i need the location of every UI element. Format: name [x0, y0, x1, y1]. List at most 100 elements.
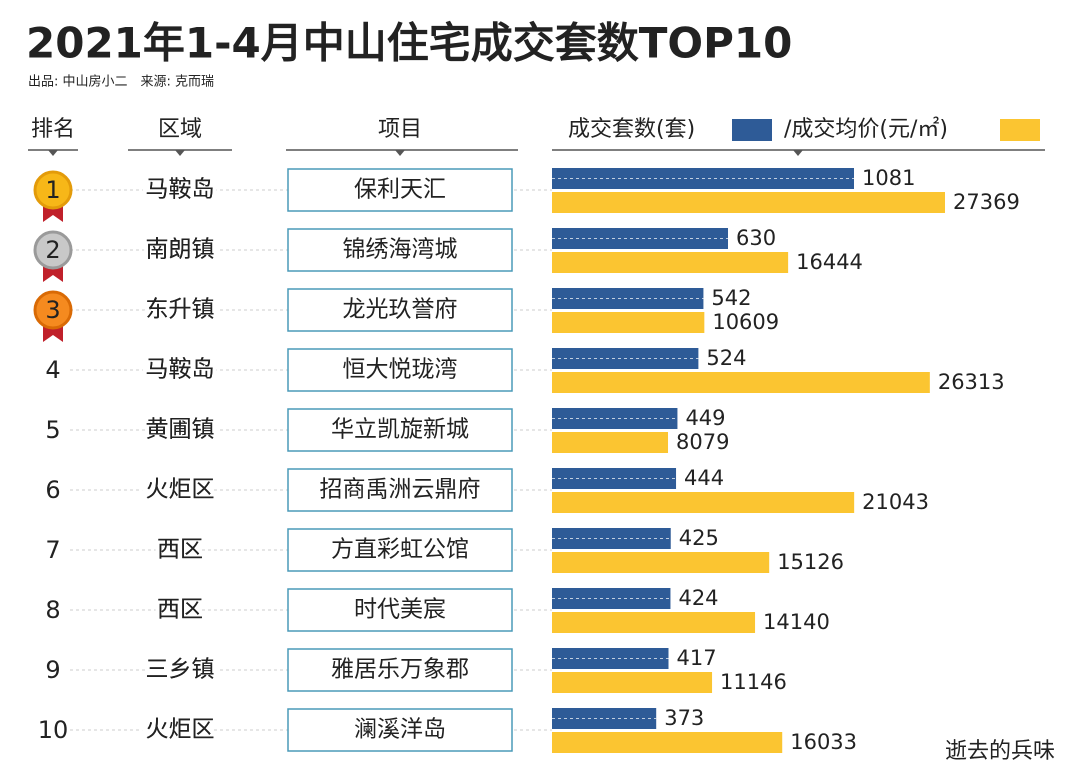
- bar: [552, 312, 705, 333]
- district: 马鞍岛: [146, 357, 215, 383]
- value-label: 424: [678, 586, 718, 610]
- column-header: 区域: [158, 117, 202, 142]
- project-box: [287, 168, 513, 212]
- medal: [33, 230, 73, 270]
- rank: 3: [45, 296, 60, 324]
- rank: 1: [45, 176, 60, 204]
- district: 东升镇: [146, 297, 215, 323]
- value-label: 14140: [763, 610, 830, 634]
- value-label: 417: [676, 646, 716, 670]
- value-label: 16033: [790, 730, 857, 754]
- legend-swatch: [732, 119, 772, 141]
- value-label: 11146: [720, 670, 787, 694]
- project-box: [287, 648, 513, 692]
- project: 龙光玖誉府: [343, 297, 458, 323]
- district: 南朗镇: [146, 237, 215, 263]
- project-box: [287, 288, 513, 332]
- project-box: [287, 468, 513, 512]
- chart-title: 2021年1-4月中山住宅成交套数TOP10: [26, 19, 792, 68]
- value-label: 21043: [862, 490, 929, 514]
- header-pointers: [48, 150, 803, 156]
- bar: [552, 372, 930, 393]
- project-box: [287, 228, 513, 272]
- project-box: [287, 528, 513, 572]
- district: 马鞍岛: [146, 177, 215, 203]
- district: 西区: [157, 537, 203, 563]
- bar: [552, 528, 671, 549]
- project: 锦绣海湾城: [343, 237, 458, 263]
- column-header: 排名: [31, 117, 75, 142]
- rank: 5: [45, 416, 60, 444]
- value-label: 10609: [712, 310, 779, 334]
- medal: [33, 170, 73, 210]
- legend-swatch: [1000, 119, 1040, 141]
- bar: [552, 192, 945, 213]
- district: 火炬区: [146, 477, 215, 503]
- project: 澜溪洋岛: [354, 717, 446, 743]
- value-label: 524: [706, 346, 746, 370]
- district: 南朗镇: [146, 237, 215, 263]
- value-label: 8079: [676, 430, 729, 454]
- district: 黄圃镇: [146, 417, 215, 443]
- bar: [552, 588, 671, 609]
- bar: [552, 672, 713, 693]
- watermark: 逝去的兵味: [945, 739, 1055, 764]
- value-label: 425: [679, 526, 719, 550]
- district: 西区: [157, 597, 203, 623]
- value-label: 15126: [777, 550, 844, 574]
- value-label: 16444: [796, 250, 863, 274]
- district: 西区: [157, 537, 203, 563]
- value-label: 444: [684, 466, 724, 490]
- project-box: [287, 348, 513, 392]
- project: 招商禹洲云鼎府: [320, 477, 481, 503]
- project: 方直彩虹公馆: [331, 537, 469, 563]
- bar: [552, 228, 729, 249]
- project: 恒大悦珑湾: [343, 357, 458, 383]
- bar: [552, 432, 669, 453]
- district: 三乡镇: [146, 657, 215, 683]
- district: 东升镇: [146, 297, 215, 323]
- value-label: 1081: [862, 166, 915, 190]
- project: 保利天汇: [354, 177, 446, 203]
- column-header: 项目: [378, 117, 422, 142]
- bar: [552, 288, 704, 309]
- bar: [552, 492, 855, 513]
- value-label: 26313: [938, 370, 1005, 394]
- bar: [552, 708, 657, 729]
- medal: [33, 290, 73, 330]
- district: 三乡镇: [146, 657, 215, 683]
- rank: 4: [45, 356, 60, 384]
- value-label: 27369: [953, 190, 1020, 214]
- subtitle: 出品: 中山房小二 来源: 克而瑞: [28, 74, 214, 90]
- bar: [552, 648, 669, 669]
- project-box: [287, 408, 513, 452]
- rank: 7: [45, 536, 60, 564]
- project-box: [287, 588, 513, 632]
- project-box: [287, 708, 513, 752]
- project: 时代美宸: [354, 597, 446, 623]
- value-label: 542: [711, 286, 751, 310]
- rank: 2: [45, 236, 60, 264]
- value-label: 449: [685, 406, 725, 430]
- rank: 8: [45, 596, 60, 624]
- district: 火炬区: [146, 717, 215, 743]
- district: 火炬区: [146, 717, 215, 743]
- value-label: 630: [736, 226, 776, 250]
- project: 华立凯旋新城: [331, 417, 469, 443]
- bar: [552, 252, 789, 273]
- legend-label: /成交均价(元/㎡): [784, 116, 948, 142]
- bar: [552, 612, 756, 633]
- bar: [552, 732, 783, 753]
- rank: 10: [38, 716, 69, 744]
- rank: 6: [45, 476, 60, 504]
- district: 马鞍岛: [146, 177, 215, 203]
- legend-label: 成交套数(套): [568, 117, 695, 142]
- bar: [552, 552, 770, 573]
- district: 西区: [157, 597, 203, 623]
- value-label: 373: [664, 706, 704, 730]
- rank: 9: [45, 656, 60, 684]
- district: 火炬区: [146, 477, 215, 503]
- district: 黄圃镇: [146, 417, 215, 443]
- district: 马鞍岛: [146, 357, 215, 383]
